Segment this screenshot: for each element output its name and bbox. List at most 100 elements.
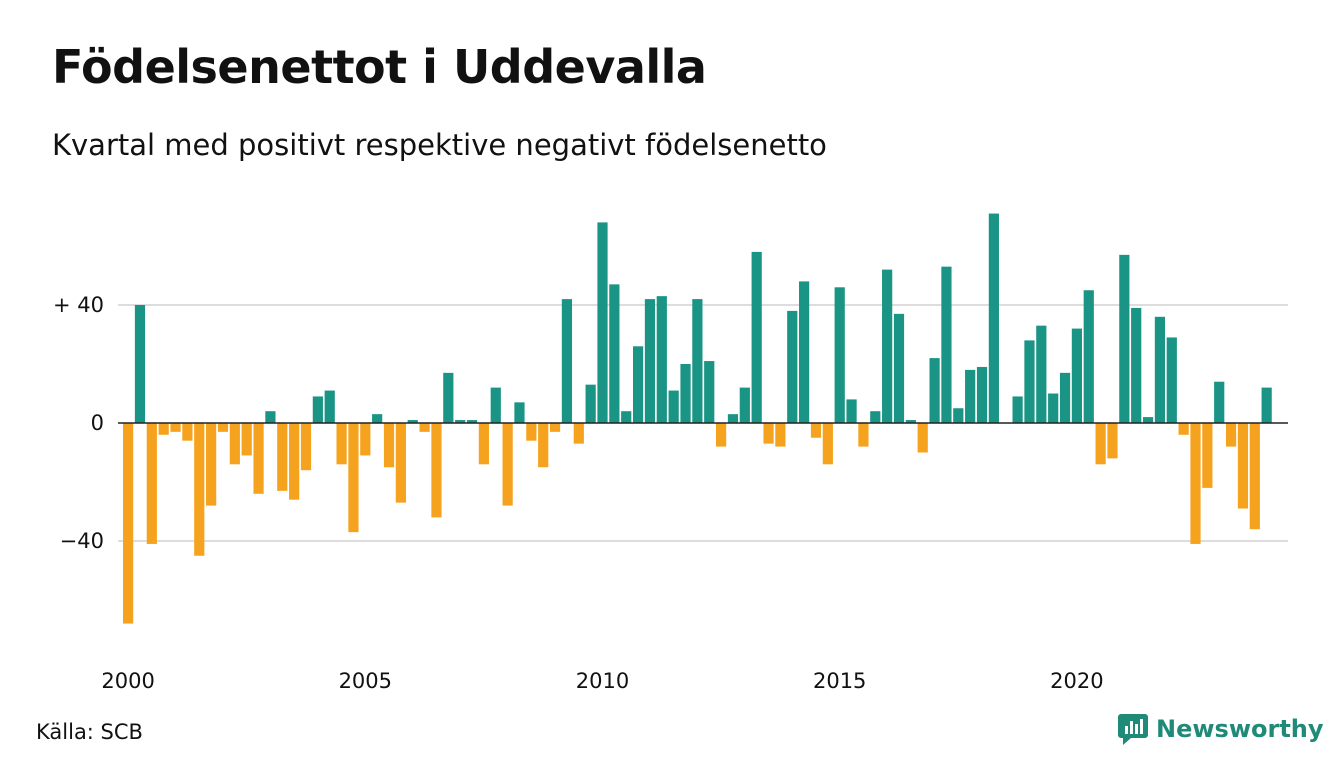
bar	[976, 366, 988, 423]
bar	[597, 222, 608, 423]
bar	[324, 390, 335, 423]
bar	[206, 423, 217, 506]
bar	[478, 423, 489, 465]
bar	[466, 420, 478, 423]
bar	[834, 287, 845, 423]
x-tick-label: 2010	[576, 669, 629, 693]
y-tick-label: + 40	[53, 293, 104, 317]
bar	[1024, 340, 1035, 423]
y-tick-label: −40	[60, 529, 104, 553]
bar	[905, 420, 916, 423]
bar	[419, 423, 430, 432]
bar	[265, 411, 276, 423]
bar	[787, 310, 798, 423]
x-tick-label: 2000	[101, 669, 154, 693]
bar	[1131, 307, 1142, 423]
bar	[229, 423, 240, 465]
bar	[123, 423, 134, 624]
x-tick-label: 2020	[1050, 669, 1103, 693]
bar	[502, 423, 513, 506]
bar	[1083, 290, 1094, 423]
bars	[123, 213, 1272, 624]
bar	[182, 423, 193, 441]
bar	[1012, 396, 1023, 423]
bar	[1048, 393, 1059, 423]
bar	[1059, 372, 1071, 423]
bar	[1154, 316, 1166, 423]
bar	[941, 266, 952, 423]
bar	[253, 423, 264, 494]
bar	[692, 299, 703, 423]
bar	[395, 423, 406, 503]
bar	[1142, 417, 1154, 423]
bar	[585, 384, 596, 423]
bar	[443, 372, 454, 423]
bar	[538, 423, 549, 468]
bar	[822, 423, 833, 465]
bar	[716, 423, 727, 447]
axes: + 40 0 −40 2000 2005 2010 2015 2020	[53, 293, 1288, 693]
bar	[799, 281, 810, 423]
bar	[858, 423, 869, 447]
bar	[300, 423, 312, 471]
bar	[704, 361, 715, 423]
bar	[1107, 423, 1118, 459]
chart-subtitle: Kvartal med positivt respektive negativt…	[52, 128, 827, 162]
brand-name: Newsworthy	[1156, 715, 1324, 743]
bar	[621, 411, 632, 423]
bar	[134, 305, 146, 423]
source-note: Källa: SCB	[36, 720, 143, 744]
bar	[514, 402, 525, 423]
bar	[846, 399, 857, 423]
bar	[953, 408, 964, 423]
bar	[194, 423, 205, 556]
newsworthy-logo-icon	[1118, 714, 1148, 745]
bar	[1095, 423, 1106, 465]
bar	[526, 423, 537, 441]
bar	[217, 423, 229, 432]
bar	[158, 423, 169, 435]
bar	[360, 423, 371, 456]
bar	[870, 411, 881, 423]
bar	[668, 390, 679, 423]
bar	[727, 414, 739, 423]
bar	[609, 284, 620, 423]
bar	[632, 346, 644, 423]
bar	[1071, 328, 1082, 423]
bar	[775, 423, 786, 447]
bar	[348, 423, 359, 533]
x-tick-label: 2005	[339, 669, 392, 693]
bar	[573, 423, 584, 444]
bar	[1202, 423, 1213, 488]
bar	[241, 423, 252, 456]
bar	[1237, 423, 1249, 509]
bar	[739, 387, 750, 423]
bar	[1119, 254, 1130, 423]
bar	[372, 414, 383, 423]
bar	[561, 299, 573, 423]
brand-logo: Newsworthy	[1118, 712, 1324, 746]
bar	[146, 423, 157, 544]
bar	[644, 299, 656, 423]
y-tick-label: 0	[91, 411, 104, 435]
bar	[882, 269, 893, 423]
bar	[656, 296, 667, 423]
bar	[1190, 423, 1201, 544]
bar	[431, 423, 442, 518]
bar	[1214, 381, 1225, 423]
bar	[289, 423, 300, 500]
bar	[383, 423, 395, 468]
bar	[988, 213, 999, 423]
bar	[1166, 337, 1177, 423]
bar	[917, 423, 928, 453]
bar	[929, 358, 940, 423]
bar	[490, 387, 501, 423]
bar	[680, 364, 691, 423]
chart-title: Födelsenettot i Uddevalla	[52, 40, 707, 94]
x-tick-label: 2015	[813, 669, 866, 693]
bar	[1036, 325, 1047, 423]
bar	[549, 423, 561, 432]
bar	[965, 369, 976, 423]
bar	[170, 423, 181, 432]
